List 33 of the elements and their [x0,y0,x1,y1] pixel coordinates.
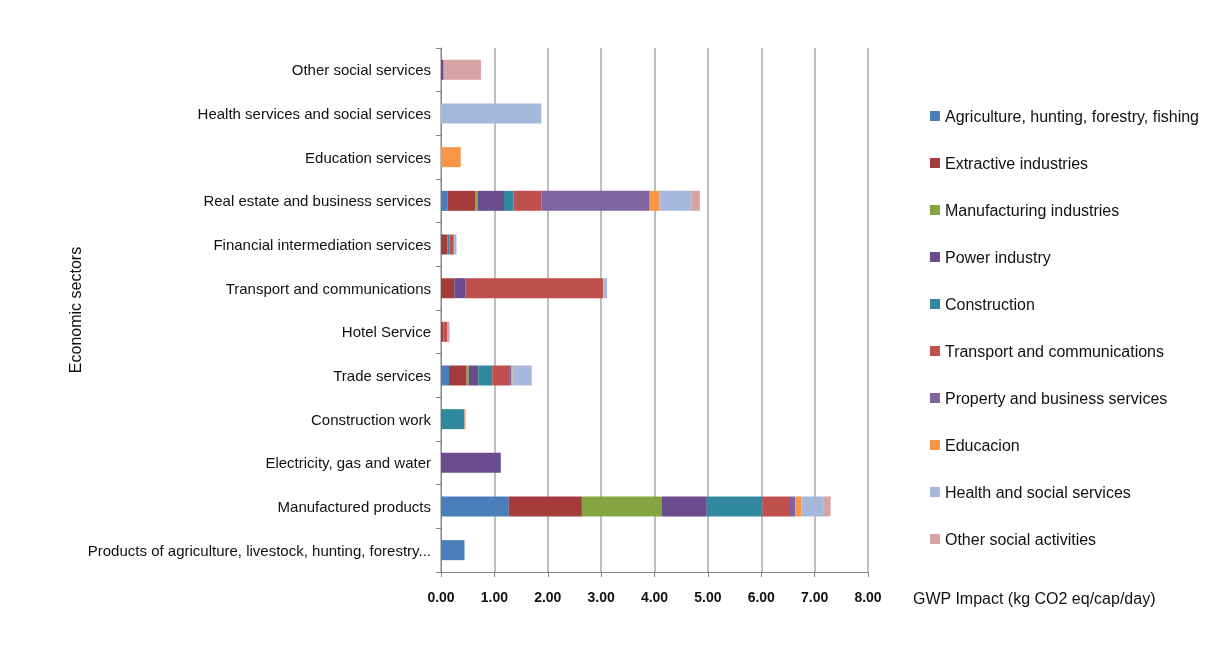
legend-label: Other social activities [944,530,1097,548]
y-tick-label: Hotel Service [341,323,431,341]
y-tick-label: Transport and communications [225,279,431,297]
y-tick-label: Products of agriculture, livestock, hunting, forestry... [87,541,431,559]
legend-label: Power industry [944,248,1051,266]
x-tick-label: 5.00 [694,589,722,605]
y-tick-label: Real estate and business services [203,192,431,210]
legend-label: Agriculture, hunting, forestry, fishing [944,107,1199,125]
legend-label: Transport and communications [944,342,1165,360]
x-tick-label: 1.00 [480,589,509,605]
legend-label: Health and social services [944,483,1131,501]
y-tick-label: Health services and social services [197,105,431,122]
x-tick-label: 4.00 [640,589,669,605]
x-axis-title: GWP Impact (kg CO2 eq/cap/day) [913,589,1156,607]
y-tick-label: Education services [305,148,431,166]
y-tick-label: Other social services [291,61,431,79]
x-tick-label: 7.00 [801,589,829,605]
y-tick-label: Manufactured products [277,498,431,515]
x-tick-label: 6.00 [747,589,776,605]
legend-label: Educacion [944,436,1020,454]
y-axis-title: Economic sectors [67,246,85,374]
legend-label: Extractive industries [944,154,1089,172]
x-tick-label: 0.00 [427,589,455,605]
y-tick-label: Electricity, gas and water [265,454,431,472]
y-tick-label: Trade services [333,367,431,384]
legend-label: Manufacturing industries [944,201,1120,219]
y-tick-label: Financial intermediation services [213,236,431,253]
x-tick-label: 3.00 [587,589,615,605]
x-tick-label: 8.00 [854,589,882,605]
legend-label: Construction [944,295,1035,313]
x-tick-label: 2.00 [534,589,562,605]
y-tick-label: Construction work [310,410,432,428]
legend-label: Property and business services [944,389,1168,407]
